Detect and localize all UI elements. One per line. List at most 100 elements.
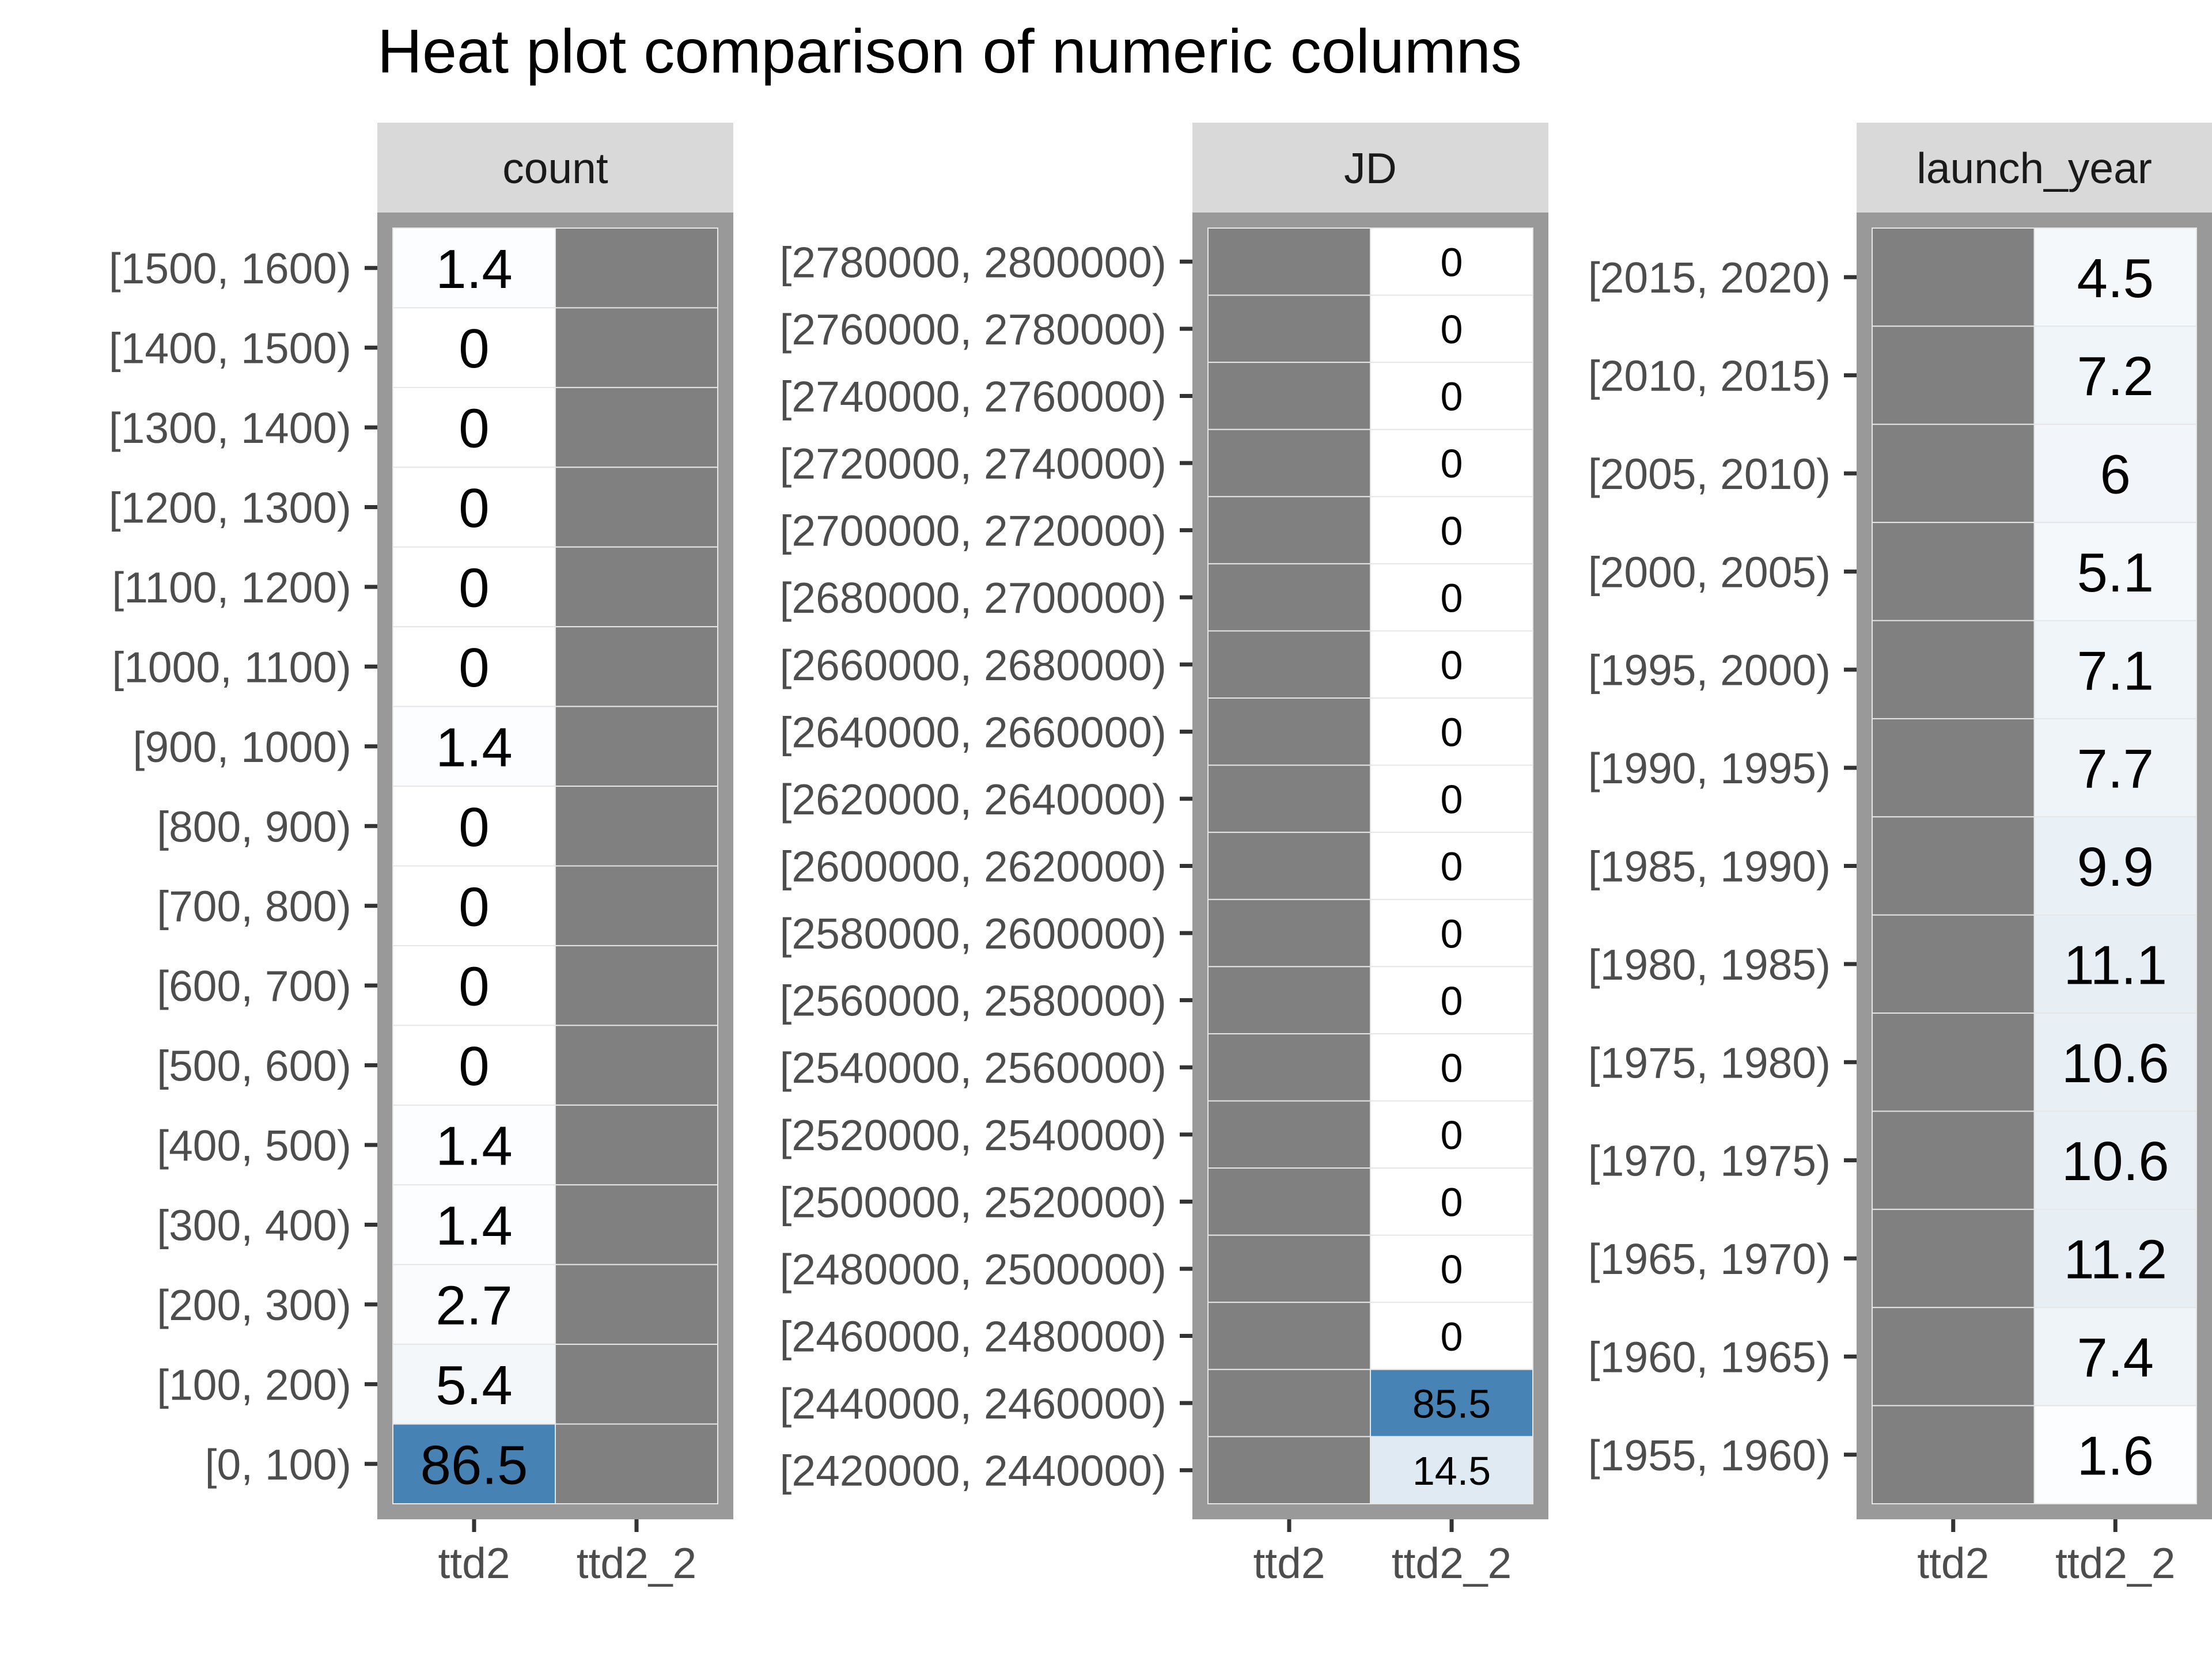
y-tick-label: [800, 900) — [157, 802, 351, 851]
y-tick-label: [500, 600) — [157, 1042, 351, 1090]
y-tick-label: [2420000, 2440000) — [780, 1447, 1166, 1495]
cell-value-label: 11.2 — [2063, 1229, 2167, 1291]
heat-tile — [2033, 1405, 2197, 1505]
cell-value-label: 0 — [1441, 1247, 1463, 1292]
heat-tile — [555, 706, 718, 787]
heat-tile — [1370, 1234, 1533, 1303]
cell-value-label: 0 — [1441, 777, 1463, 822]
y-tick-label: [1400, 1500) — [109, 324, 351, 373]
heat-tile — [2033, 1208, 2197, 1309]
heat-tile — [2033, 914, 2197, 1014]
heat-tile — [1207, 362, 1371, 430]
y-tick-label: [2000, 2005) — [1588, 548, 1831, 596]
heat-tile — [392, 307, 556, 388]
y-tick-label: [300, 400) — [157, 1201, 351, 1249]
heat-tile — [555, 786, 718, 867]
cell-value-label: 10.6 — [2062, 1131, 2169, 1192]
heat-tile — [1370, 1167, 1533, 1236]
y-tick-label: [2680000, 2700000) — [780, 574, 1166, 622]
y-tick-label: [1970, 1975) — [1588, 1137, 1831, 1185]
cell-value-label: 86.5 — [421, 1434, 528, 1496]
y-tick-label: [1975, 1980) — [1588, 1038, 1831, 1087]
cell-value-label: 0 — [459, 318, 489, 380]
heat-tile — [392, 706, 556, 787]
cell-value-label: 0 — [1441, 575, 1463, 620]
cell-value-label: 6 — [2100, 444, 2131, 506]
heat-tile — [1872, 816, 2035, 916]
heat-tile — [555, 1025, 718, 1106]
y-tick-label: [1500, 1600) — [109, 244, 351, 293]
cell-value-label: 0 — [459, 477, 489, 539]
cell-value-label: 1.4 — [435, 716, 512, 778]
cell-value-label: 4.5 — [2077, 248, 2154, 309]
y-tick-label: [2440000, 2460000) — [780, 1379, 1166, 1428]
y-tick-label: [2660000, 2680000) — [780, 641, 1166, 689]
cell-value-label: 0 — [1441, 1314, 1463, 1359]
cell-value-label: 0 — [1441, 374, 1463, 419]
y-tick-label: [2700000, 2720000) — [780, 507, 1166, 555]
heat-tile — [1207, 1234, 1371, 1303]
heat-tile — [1207, 294, 1371, 363]
panel-launch_year: launch_year 4.5 [2015, 2020) 7.2 [2010, 2015… — [1588, 123, 2212, 1587]
heat-tile — [1370, 294, 1533, 363]
heat-tile — [1207, 697, 1371, 766]
heat-tile — [555, 865, 718, 946]
y-tick-label: [2760000, 2780000) — [780, 305, 1166, 354]
heat-tile — [1370, 966, 1533, 1034]
cell-value-label: 0 — [459, 797, 489, 858]
heat-tile — [555, 467, 718, 548]
heat-tile — [1872, 1012, 2035, 1112]
heat-tile — [1207, 563, 1371, 632]
cell-value-label: 11.1 — [2063, 934, 2167, 996]
chart-title: Heat plot comparison of numeric columns — [377, 16, 1522, 86]
heat-tile — [1207, 1436, 1371, 1505]
y-tick-label: [1100, 1200) — [112, 563, 351, 612]
y-tick-label: [2500000, 2520000) — [780, 1178, 1166, 1226]
x-tick-label: ttd2_2 — [1392, 1539, 1512, 1587]
x-tick-label: ttd2 — [438, 1539, 510, 1587]
cell-value-label: 0 — [1441, 979, 1463, 1023]
heat-tile — [2033, 718, 2197, 818]
y-tick-label: [1985, 1990) — [1588, 843, 1831, 891]
cell-value-label: 0 — [1441, 1113, 1463, 1158]
heat-tile — [555, 546, 718, 628]
y-tick-label: [200, 300) — [157, 1281, 351, 1329]
heat-tile — [1207, 1167, 1371, 1236]
y-tick-label: [1965, 1970) — [1588, 1235, 1831, 1283]
heat-tile — [555, 227, 718, 309]
heat-tile — [555, 1423, 718, 1504]
y-tick-label: [2520000, 2540000) — [780, 1111, 1166, 1159]
y-tick-label: [2740000, 2760000) — [780, 372, 1166, 420]
cell-value-label: 0 — [459, 637, 489, 699]
cell-value-label: 0 — [459, 558, 489, 619]
heat-tile — [1207, 227, 1371, 296]
panel-strip — [1192, 123, 1548, 213]
cell-value-label: 1.4 — [435, 238, 512, 300]
heat-tile — [2033, 227, 2197, 327]
heat-tile — [392, 1025, 556, 1106]
heat-tile — [1370, 1368, 1533, 1438]
cell-value-label: 9.9 — [2077, 836, 2154, 898]
heat-tile — [1370, 1033, 1533, 1102]
heat-tile — [555, 1264, 718, 1345]
y-tick-label: [2640000, 2660000) — [780, 708, 1166, 756]
heat-tile — [1207, 1100, 1371, 1169]
heat-tile — [555, 1184, 718, 1265]
panel-strip-label: JD — [1344, 144, 1397, 192]
heat-tile — [2033, 1012, 2197, 1112]
heat-tile — [392, 546, 556, 628]
heat-tile — [2033, 325, 2197, 425]
x-tick-label: ttd2 — [1253, 1539, 1325, 1587]
y-tick-label: [1000, 1100) — [112, 643, 351, 691]
heat-tile — [392, 1344, 556, 1425]
panel-strip — [1857, 123, 2212, 213]
heat-tile — [1207, 966, 1371, 1034]
heat-tile — [555, 626, 718, 707]
heat-tile — [392, 1184, 556, 1265]
heat-tile — [1207, 764, 1371, 833]
heat-tile — [1207, 630, 1371, 699]
heat-tile — [2033, 816, 2197, 916]
heat-tile — [1207, 496, 1371, 564]
heat-tile — [1872, 1208, 2035, 1309]
